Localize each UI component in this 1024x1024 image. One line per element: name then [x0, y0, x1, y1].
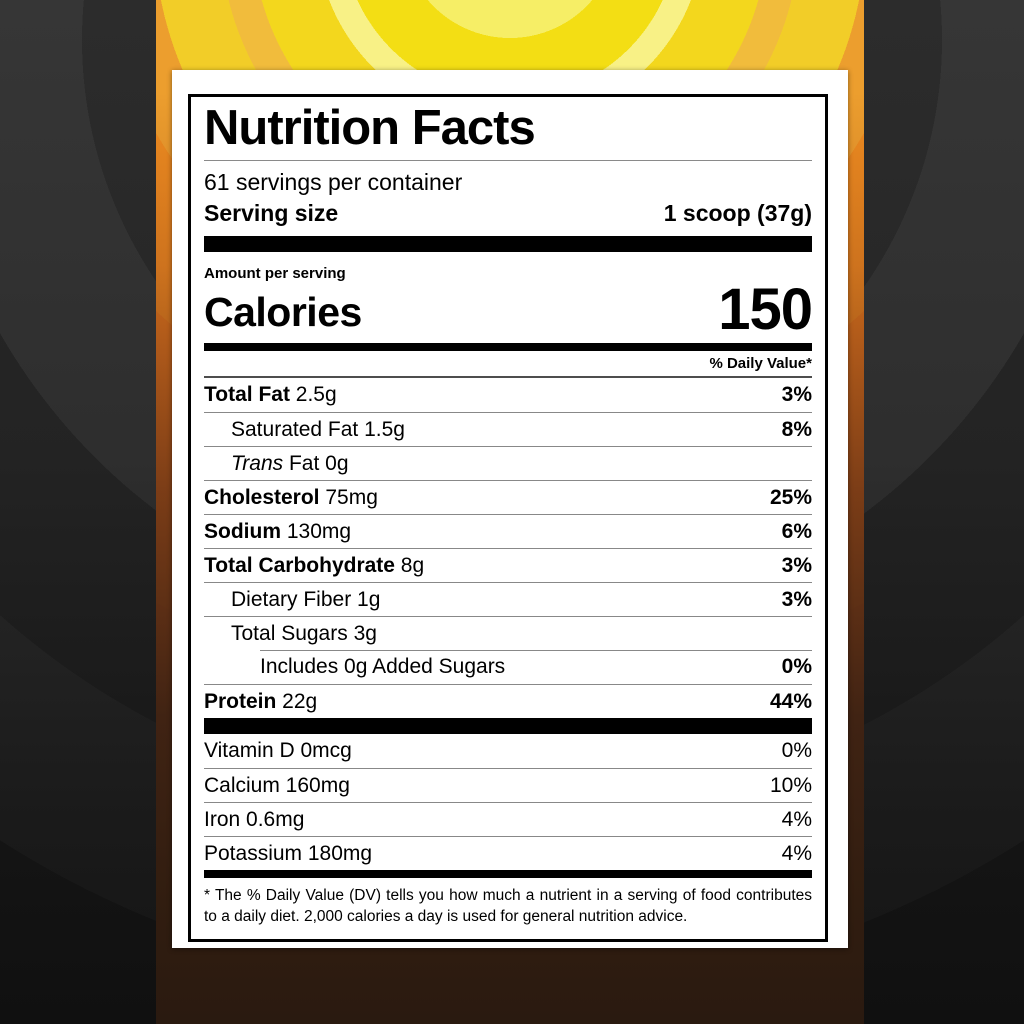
micro-row-vitamin-d: Vitamin D 0mcg 0%: [204, 734, 812, 768]
micro-row-iron: Iron 0.6mg 4%: [204, 802, 812, 836]
thick-divider-top: [204, 236, 812, 252]
nutrient-row-total-carbohydrate: Total Carbohydrate 8g 3%: [204, 548, 812, 582]
serving-size-value: 1 scoop (37g): [663, 200, 812, 226]
nutrient-daily-value: 10%: [769, 774, 812, 797]
nutrient-daily-value: 3%: [781, 554, 812, 577]
nutrition-facts-box: Nutrition Facts 61 servings per containe…: [188, 94, 828, 942]
nutrient-name: Total Fat 2.5g: [204, 383, 337, 406]
nutrient-row-dietary-fiber: Dietary Fiber 1g 3%: [204, 582, 812, 616]
nutrient-name: Includes 0g Added Sugars: [260, 655, 506, 678]
nutrient-name: Vitamin D 0mcg: [204, 739, 352, 762]
nutrient-name: Total Sugars 3g: [231, 622, 377, 645]
nutrient-name: Cholesterol 75mg: [204, 486, 378, 509]
nutrient-name: Total Carbohydrate 8g: [204, 554, 425, 577]
nutrient-daily-value: 25%: [769, 486, 812, 509]
nutrient-name: Trans Fat 0g: [231, 452, 349, 475]
title-divider: [204, 160, 812, 161]
thick-divider-protein: [204, 718, 812, 734]
nutrient-daily-value: 0%: [781, 655, 812, 678]
serving-size-label: Serving size: [204, 200, 339, 226]
nutrient-daily-value: 8%: [781, 418, 812, 441]
nutrient-row-total-sugars: Total Sugars 3g: [204, 616, 812, 650]
nutrient-name: Calcium 160mg: [204, 774, 350, 797]
nutrient-daily-value: 3%: [781, 588, 812, 611]
nutrient-name: Dietary Fiber 1g: [231, 588, 381, 611]
micro-row-potassium: Potassium 180mg 4%: [204, 836, 812, 870]
nutrient-row-cholesterol: Cholesterol 75mg 25%: [204, 480, 812, 514]
amount-per-serving-label: Amount per serving: [204, 265, 346, 282]
daily-value-header: % Daily Value*: [204, 351, 812, 378]
micro-row-calcium: Calcium 160mg 10%: [204, 768, 812, 802]
nutrient-row-sodium: Sodium 130mg 6%: [204, 514, 812, 548]
serving-size-row: Serving size 1 scoop (37g): [204, 197, 812, 229]
nutrient-row-trans-fat: Trans Fat 0g: [204, 446, 812, 480]
calories-value: 150: [718, 277, 813, 342]
nutrient-daily-value: 44%: [769, 690, 812, 713]
nutrient-daily-value: 4%: [781, 842, 812, 865]
nutrient-name: Saturated Fat 1.5g: [231, 418, 405, 441]
servings-per-container: 61 servings per container: [204, 169, 463, 195]
medium-divider-calories: [204, 343, 812, 351]
nutrient-row-saturated-fat: Saturated Fat 1.5g 8%: [204, 412, 812, 446]
footnote: * The % Daily Value (DV) tells you how m…: [204, 887, 812, 925]
nutrient-daily-value: 6%: [781, 520, 812, 543]
medium-divider-footnote: [204, 870, 812, 878]
nutrient-daily-value: 0%: [781, 739, 812, 762]
nutrition-label-card: Nutrition Facts 61 servings per containe…: [172, 70, 848, 948]
label-title: Nutrition Facts: [204, 101, 536, 155]
nutrient-name: Protein 22g: [204, 690, 318, 713]
nutrient-row-protein: Protein 22g 44%: [204, 684, 812, 718]
nutrient-daily-value: 3%: [781, 383, 812, 406]
nutrient-daily-value: 4%: [781, 808, 812, 831]
calories-label: Calories: [204, 289, 362, 335]
nutrient-name: Sodium 130mg: [204, 520, 352, 543]
nutrient-row-total-fat: Total Fat 2.5g 3%: [204, 378, 812, 412]
nutrient-row-added-sugars: Includes 0g Added Sugars 0%: [204, 650, 812, 684]
nutrient-name: Iron 0.6mg: [204, 808, 305, 831]
calories-row: Calories 150: [204, 277, 813, 342]
nutrient-name: Potassium 180mg: [204, 842, 373, 865]
